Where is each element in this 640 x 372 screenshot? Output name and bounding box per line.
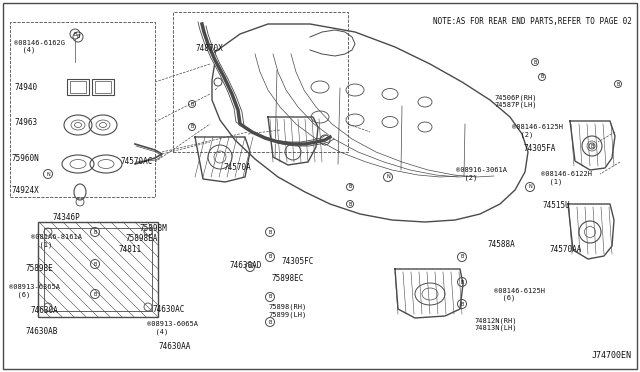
Text: ®08146-6122H
  (1): ®08146-6122H (1) [541, 171, 592, 185]
Text: ®081A6-8161A
  (1): ®081A6-8161A (1) [31, 234, 82, 248]
Text: B: B [616, 81, 620, 87]
Text: 74812N(RH)
74813N(LH): 74812N(RH) 74813N(LH) [475, 317, 517, 331]
Text: B: B [93, 262, 97, 266]
Text: B: B [348, 202, 352, 206]
Text: 74630AD: 74630AD [229, 262, 262, 270]
Text: B: B [268, 320, 272, 324]
Bar [10, 22, 155, 197]
Text: 74570AC: 74570AC [120, 157, 153, 166]
Text: 74630A: 74630A [31, 306, 58, 315]
Text: J74700EN: J74700EN [592, 351, 632, 360]
Text: 74963: 74963 [14, 118, 37, 127]
Text: ®08913-6365A
  (6): ®08913-6365A (6) [9, 284, 60, 298]
Text: 74630AC: 74630AC [152, 305, 185, 314]
Text: B: B [268, 230, 272, 234]
Text: 74570A: 74570A [224, 163, 252, 172]
Text: B: B [76, 35, 80, 39]
Text: B: B [74, 32, 77, 36]
Text: B: B [93, 230, 97, 234]
Text: ®08913-6065A
  (4): ®08913-6065A (4) [147, 321, 198, 335]
Text: B: B [190, 125, 194, 129]
Bar [70, 81, 86, 93]
Bar [67, 79, 89, 95]
Text: 74924X: 74924X [12, 186, 39, 195]
Bar [38, 222, 158, 317]
Text: B: B [268, 295, 272, 299]
Bar [95, 81, 111, 93]
Text: 74570AA: 74570AA [549, 246, 582, 254]
Text: B: B [590, 144, 594, 148]
Text: 75960N: 75960N [12, 154, 39, 163]
Text: B: B [348, 185, 352, 189]
Text: 75898EA: 75898EA [125, 234, 158, 243]
Text: 74630AA: 74630AA [159, 342, 191, 351]
Text: ®08146-6125H
  (2): ®08146-6125H (2) [512, 124, 563, 138]
Text: 74630AB: 74630AB [26, 327, 58, 336]
Text: B: B [460, 301, 464, 307]
Text: N: N [386, 174, 390, 180]
Text: B: B [533, 60, 537, 64]
Text: B: B [460, 279, 464, 285]
Text: 75898E: 75898E [26, 264, 53, 273]
Text: B: B [460, 254, 464, 260]
Text: 74811: 74811 [118, 245, 141, 254]
Text: ®08146-6125H
  (6): ®08146-6125H (6) [494, 288, 545, 301]
Text: B: B [540, 74, 544, 80]
Text: N: N [46, 171, 50, 176]
Text: B: B [190, 102, 194, 106]
Text: 74515U: 74515U [543, 201, 570, 210]
Text: 74305FC: 74305FC [282, 257, 314, 266]
Bar [173, 12, 348, 152]
Text: NOTE:AS FOR REAR END PARTS,REFER TO PAGE 02: NOTE:AS FOR REAR END PARTS,REFER TO PAGE… [433, 17, 632, 26]
Text: B: B [268, 254, 272, 260]
Text: 74870X: 74870X [195, 44, 223, 53]
Text: 75898EC: 75898EC [272, 274, 305, 283]
Bar [44, 228, 152, 311]
Text: ®08916-3061A
  (2): ®08916-3061A (2) [456, 167, 507, 181]
Text: N: N [248, 264, 252, 269]
Text: B: B [93, 292, 97, 296]
Text: 74346P: 74346P [52, 213, 80, 222]
Text: 75898M: 75898M [140, 224, 167, 233]
Text: N: N [528, 185, 532, 189]
Text: 74305FA: 74305FA [524, 144, 556, 153]
Bar [92, 79, 114, 95]
Text: 75898(RH)
75899(LH): 75898(RH) 75899(LH) [269, 304, 307, 318]
Text: 74940: 74940 [14, 83, 37, 92]
Text: 74506P(RH)
74587P(LH): 74506P(RH) 74587P(LH) [494, 94, 536, 108]
Text: 74588A: 74588A [488, 240, 515, 249]
Text: ®08146-6162G
  (4): ®08146-6162G (4) [14, 40, 65, 53]
